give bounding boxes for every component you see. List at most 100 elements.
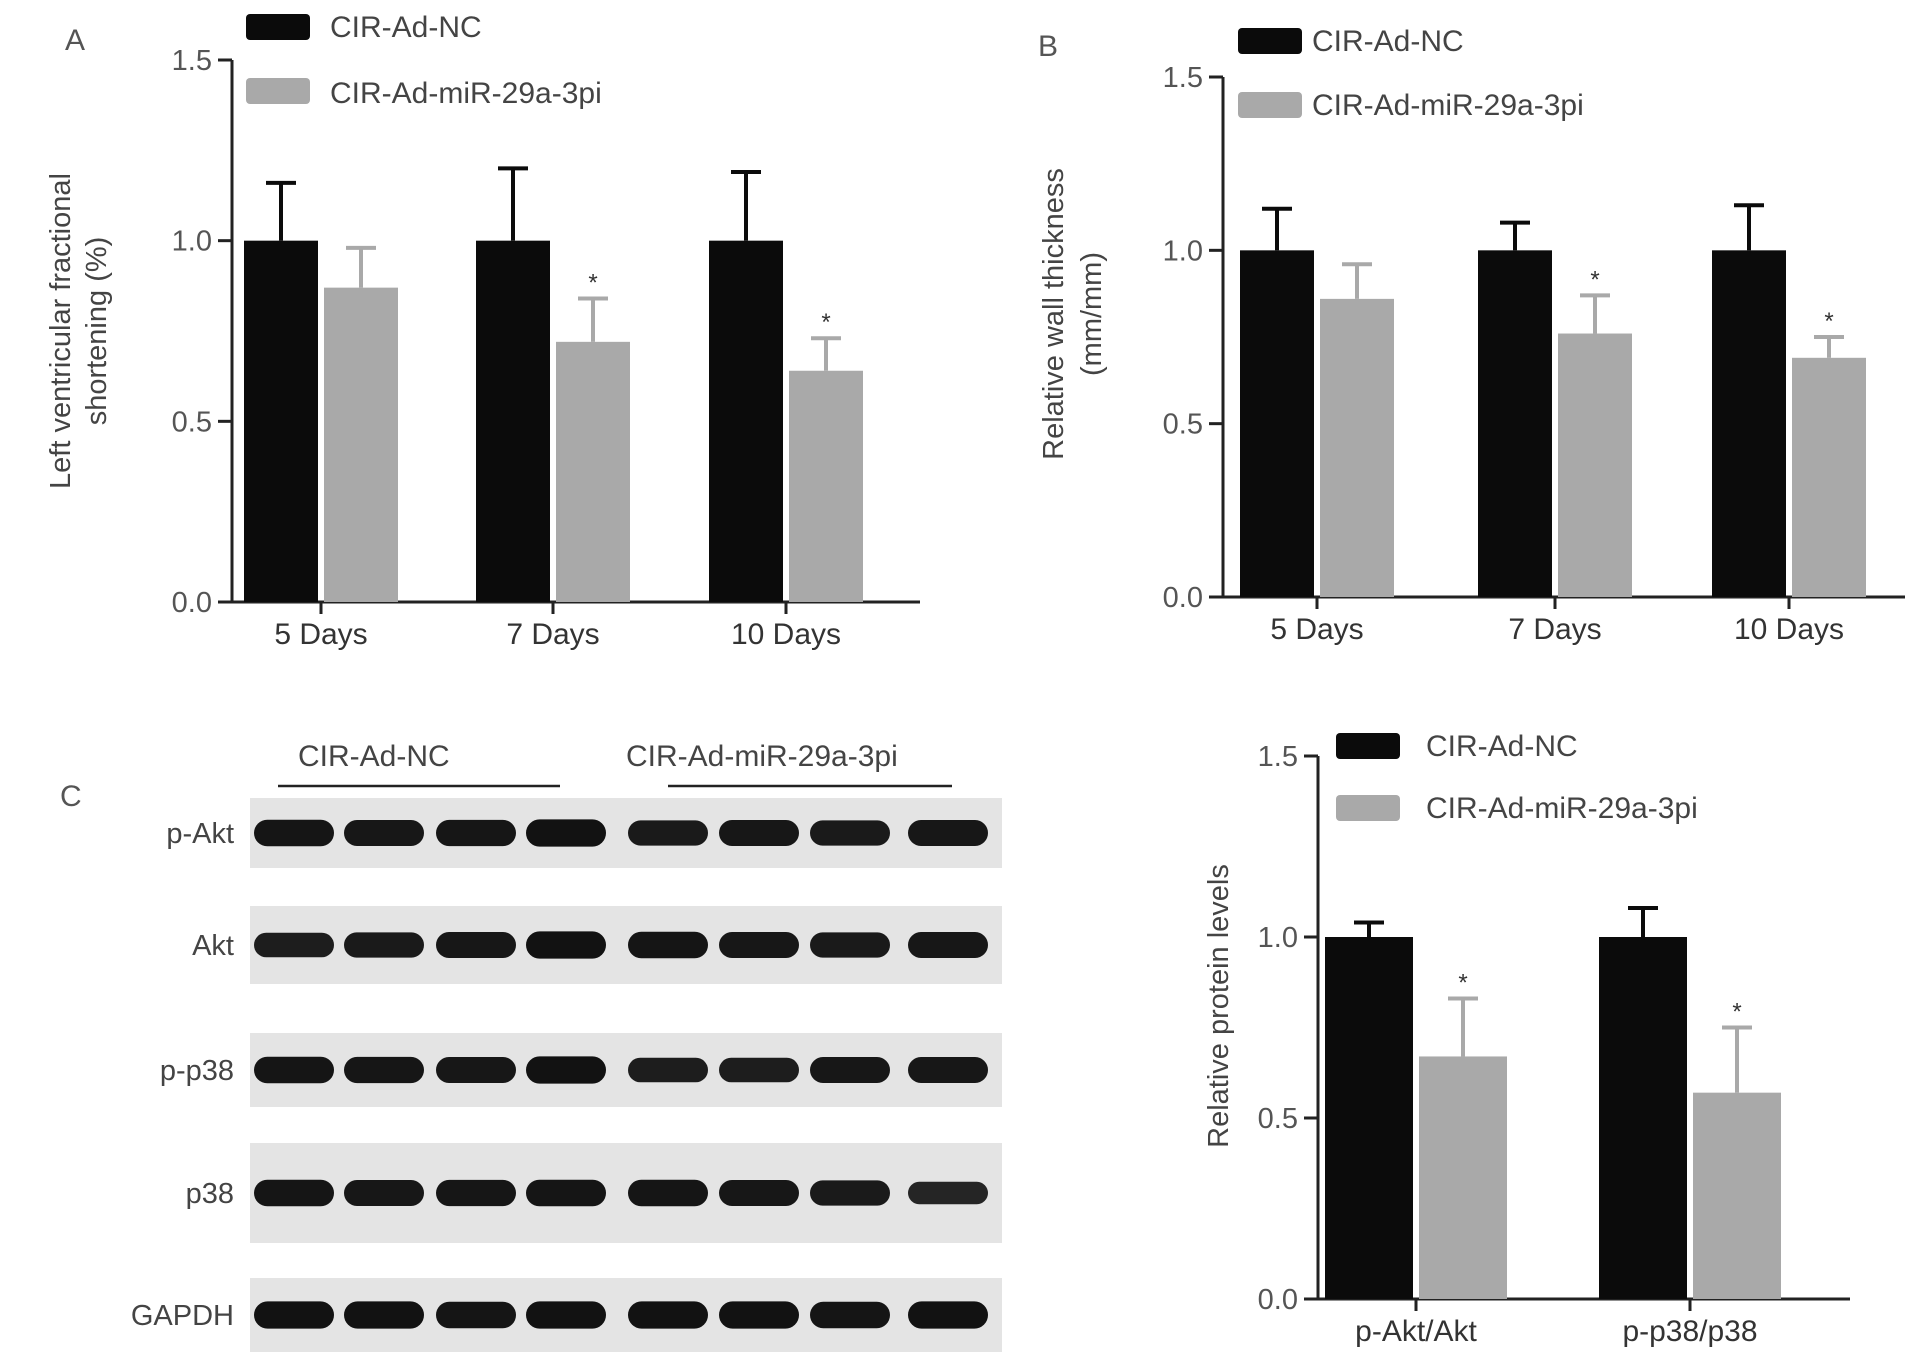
panel-c-legend: CIR-Ad-NC CIR-Ad-miR-29a-3pi	[1336, 730, 1698, 825]
blot-row-p38: p38	[186, 1143, 1002, 1243]
x-tick-label: p-p38/p38	[1622, 1315, 1757, 1348]
legend-label-nc: CIR-Ad-NC	[330, 11, 482, 44]
x-tick-label: p-Akt/Akt	[1355, 1315, 1477, 1348]
blot-group-label-nc: CIR-Ad-NC	[298, 740, 450, 773]
chart-c: 0.0 0.5 1.0 1.5 Relative protein levels * p-Ak…	[1203, 741, 1850, 1348]
blot-band	[719, 820, 799, 846]
y-tick-label: 1.0	[172, 226, 212, 258]
blot-band	[908, 1181, 988, 1205]
blot-band	[810, 1057, 890, 1083]
blot-band	[628, 820, 708, 846]
blot-row-gapdh: GAPDH	[131, 1278, 1002, 1352]
blot-band	[526, 819, 606, 847]
x-tick-label: 5 Days	[274, 618, 367, 651]
panel-c-blot: C CIR-Ad-NC CIR-Ad-miR-29a-3pi p-AktAktp…	[60, 740, 1002, 1352]
bar-mir	[1693, 1092, 1781, 1299]
bar-nc	[1478, 250, 1552, 598]
blot-band	[810, 932, 890, 958]
blot-band	[436, 1057, 516, 1083]
chart-a: 0.0 0.5 1.0 1.5 Left ventricular fractional s…	[45, 45, 920, 651]
y-axis-title-line: Left ventricular fractional	[45, 173, 77, 489]
legend-label-nc: CIR-Ad-NC	[1426, 730, 1578, 763]
panel-a: A CIR-Ad-NC CIR-Ad-miR-29a-3pi 0.0 0.5 1.0…	[45, 11, 920, 651]
legend-label-mir: CIR-Ad-miR-29a-3pi	[1426, 792, 1698, 825]
blot-band	[436, 819, 516, 847]
bar-mir	[556, 341, 630, 602]
legend-swatch-mir	[246, 78, 310, 104]
x-tick-label: 10 Days	[1734, 613, 1844, 646]
bar-mir	[789, 370, 863, 602]
blot-row-label: GAPDH	[131, 1300, 234, 1332]
blot-band	[254, 1301, 334, 1329]
y-tick-label: 0.0	[1258, 1284, 1298, 1316]
blot-row-p-akt: p-Akt	[166, 798, 1002, 868]
blot-band	[810, 1301, 890, 1329]
blot-band	[719, 1301, 799, 1329]
bar-mir	[324, 287, 398, 602]
blot-band	[254, 819, 334, 847]
bar-nc	[1712, 250, 1786, 598]
chart-b: 0.0 0.5 1.0 1.5 Relative wall thickness (mm/m…	[1038, 62, 1905, 646]
panel-c-chart: CIR-Ad-NC CIR-Ad-miR-29a-3pi 0.0 0.5 1.0 1.…	[1203, 730, 1850, 1348]
blot-band	[628, 931, 708, 959]
y-tick-label: 1.5	[1163, 62, 1203, 94]
blot-row-label: p-p38	[160, 1055, 234, 1087]
blot-row-label: p38	[186, 1178, 234, 1210]
blot-band	[719, 1180, 799, 1206]
blot-row-p-p38: p-p38	[160, 1033, 1002, 1107]
x-tick-label: 7 Days	[506, 618, 599, 651]
x-tick-label: 5 Days	[1270, 613, 1363, 646]
bar-nc	[476, 240, 550, 602]
y-tick-label: 0.0	[1163, 582, 1203, 614]
blot-band	[810, 1180, 890, 1206]
legend-swatch-nc	[1238, 28, 1302, 54]
blot-band	[344, 1301, 424, 1329]
y-axis-title: Left ventricular fractional shortening (%…	[45, 173, 113, 489]
legend-label-mir: CIR-Ad-miR-29a-3pi	[330, 77, 602, 110]
bar-nc	[244, 240, 318, 602]
blot-band	[436, 1301, 516, 1329]
blot-band	[810, 820, 890, 846]
y-tick-label: 0.5	[1258, 1103, 1298, 1135]
panel-b-letter: B	[1038, 30, 1058, 63]
bar-nc	[1325, 937, 1413, 1299]
y-axis-title: Relative wall thickness (mm/mm)	[1038, 168, 1108, 460]
blot-band	[719, 932, 799, 958]
blot-band	[254, 1179, 334, 1207]
legend-swatch-nc	[246, 14, 310, 40]
panel-a-letter: A	[65, 24, 85, 57]
y-tick-label: 1.5	[1258, 741, 1298, 773]
blot-band	[526, 1301, 606, 1329]
y-tick-label: 1.0	[1163, 235, 1203, 267]
x-tick-label: 10 Days	[731, 618, 841, 651]
significance-marker: *	[588, 269, 597, 296]
bar-mir	[1792, 357, 1866, 597]
y-tick-label: 0.0	[172, 587, 212, 619]
legend-swatch-nc	[1336, 733, 1400, 759]
y-tick-label: 0.5	[172, 406, 212, 438]
y-axis-title-line: Relative protein levels	[1203, 864, 1235, 1148]
y-tick-label: 1.0	[1258, 922, 1298, 954]
blot-band	[908, 932, 988, 958]
y-tick-label: 0.5	[1163, 409, 1203, 441]
blot-band	[254, 1056, 334, 1084]
blot-band	[908, 1057, 988, 1083]
bar-nc	[1240, 250, 1314, 598]
bar-nc	[709, 240, 783, 602]
significance-marker: *	[1590, 266, 1599, 293]
blot-band	[908, 820, 988, 846]
blot-row-label: Akt	[192, 930, 234, 962]
blot-band	[908, 1301, 988, 1329]
blot-band	[436, 932, 516, 958]
y-axis-title-line: Relative wall thickness	[1038, 168, 1070, 460]
legend-label-nc: CIR-Ad-NC	[1312, 25, 1464, 58]
panel-c-letter: C	[60, 780, 82, 813]
blot-band	[344, 1180, 424, 1206]
blot-band	[526, 931, 606, 959]
blot-band	[344, 1056, 424, 1084]
legend-swatch-mir	[1336, 795, 1400, 821]
blot-rows: p-Akt Akt p-p38 p38 GAPDH	[131, 798, 1002, 1352]
blot-row-akt: Akt	[192, 906, 1002, 984]
blot-band	[628, 1179, 708, 1207]
blot-band	[719, 1057, 799, 1083]
